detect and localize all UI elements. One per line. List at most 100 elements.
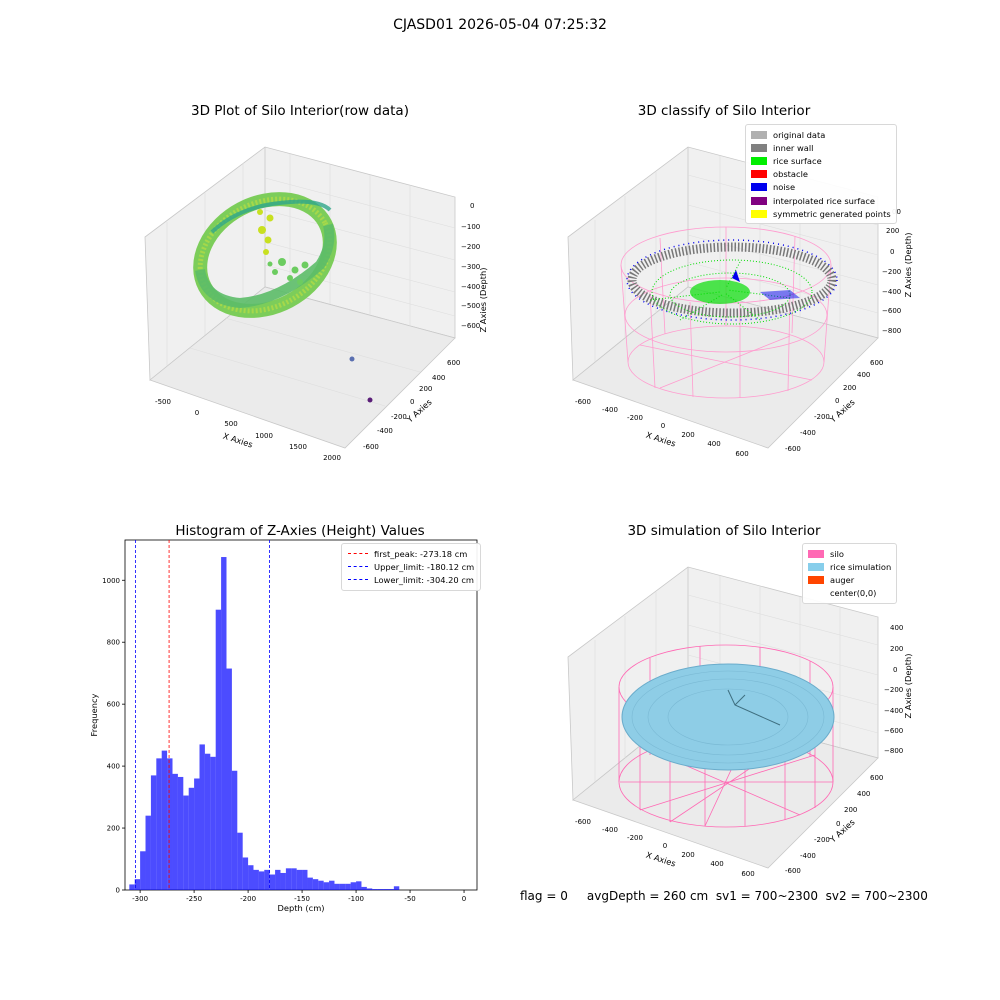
histogram-bar [242, 857, 249, 890]
histogram-bar [323, 882, 330, 890]
z-tick: −500 [461, 302, 480, 310]
legend-swatch [808, 549, 824, 558]
histogram-bar [210, 756, 216, 890]
histogram-bar [269, 874, 276, 890]
z-tick: 0 [890, 248, 894, 256]
x-tick-label: -200 [240, 895, 256, 903]
y-tick: -200 [391, 413, 407, 421]
x-tick: 0 [195, 409, 199, 417]
legend-item: rice surface [751, 154, 891, 167]
y-tick: 600 [870, 774, 883, 782]
z-tick: 0 [893, 666, 897, 674]
y-tick: -400 [377, 427, 393, 435]
simulation-z-axis: 400 200 0 −200 −400 −600 −800 Z Axies (D… [884, 624, 913, 755]
x-tick: -200 [627, 414, 643, 422]
x-axis-label: X Axies [645, 850, 677, 869]
legend-label: auger [830, 574, 855, 585]
legend-item: Lower_limit: -304.20 cm [348, 573, 474, 586]
legend-item: interpolated rice surface [751, 194, 891, 207]
histogram-bar [329, 880, 335, 890]
histogram-bar [167, 758, 173, 890]
x-tick: 600 [741, 870, 754, 878]
x-tick: 400 [710, 860, 723, 868]
histogram-bar [285, 868, 292, 890]
z-tick: 200 [886, 227, 899, 235]
histogram-bar [264, 869, 270, 890]
legend-swatch [751, 209, 767, 218]
z-tick: −400 [882, 288, 901, 296]
z-axis-label: Z Axies (Depth) [903, 232, 913, 297]
z-tick: 400 [890, 624, 903, 632]
histogram-bar [334, 883, 340, 890]
legend-label: first_peak: -273.18 cm [374, 548, 468, 559]
x-tick: -400 [602, 826, 618, 834]
y-tick-label: 0 [116, 887, 120, 895]
histogram-legend: first_peak: -273.18 cm Upper_limit: -180… [341, 543, 482, 591]
x-tick-label: -250 [186, 895, 202, 903]
legend-label: rice simulation [830, 561, 892, 572]
x-tick: 1500 [289, 443, 307, 451]
legend-swatch [808, 575, 824, 584]
histogram-bar [129, 884, 135, 890]
histogram-bar [177, 776, 184, 890]
y-axis-label: Y Axies [827, 817, 857, 845]
histogram-bar [231, 770, 238, 890]
legend-swatch [751, 130, 767, 139]
y-tick: -600 [785, 867, 801, 875]
x-tick-label: -150 [294, 895, 310, 903]
histogram-bar [221, 557, 227, 890]
z-tick: −200 [461, 243, 480, 251]
legend-item: first_peak: -273.18 cm [348, 547, 474, 560]
simulation-rice-surface [621, 663, 835, 771]
legend-label: inner wall [773, 142, 814, 153]
histogram-bar [302, 869, 308, 890]
legend-item: center(0,0) [808, 587, 891, 600]
raw-grid [166, 154, 456, 407]
y-tick: 0 [835, 397, 839, 405]
legend-label: Lower_limit: -304.20 cm [374, 574, 474, 585]
z-tick: −200 [884, 686, 903, 694]
histogram-bar [372, 889, 378, 890]
y-tick: 600 [447, 359, 460, 367]
y-tick-label: 1000 [102, 577, 120, 585]
histogram-bar [226, 668, 232, 890]
y-tick: 400 [857, 371, 870, 379]
legend-line [348, 566, 368, 568]
legend-item: symmetric generated points [751, 207, 891, 220]
z-tick: −400 [461, 283, 480, 291]
figure-title: CJASD01 2026-05-04 07:25:32 [393, 17, 607, 33]
histogram-bar [275, 869, 281, 890]
y-tick: 200 [419, 385, 432, 393]
legend-label: interpolated rice surface [773, 195, 876, 206]
x-tick: -600 [575, 818, 591, 826]
histogram-bar [140, 851, 146, 890]
histogram-bar [156, 758, 162, 890]
y-tick: -600 [785, 445, 801, 453]
classify-legend: original data inner wall rice surface ob… [745, 124, 897, 225]
legend-swatch [751, 170, 767, 179]
simulation-legend: silo rice simulation auger center(0,0) [802, 543, 898, 604]
raw-point-cloud [193, 192, 373, 403]
histogram-bar [388, 889, 394, 890]
x-tick: 0 [661, 422, 665, 430]
y-tick: 200 [844, 806, 857, 814]
z-tick: −600 [884, 727, 903, 735]
legend-swatch [751, 156, 767, 165]
histogram-x-label: Depth (cm) [277, 903, 324, 913]
legend-swatch [808, 562, 824, 571]
x-tick: 200 [681, 431, 694, 439]
legend-label: symmetric generated points [773, 208, 891, 219]
histogram-bar [237, 832, 243, 890]
histogram-bar [134, 879, 141, 890]
classify-points [626, 239, 838, 325]
histogram-bar [345, 883, 351, 890]
y-tick: 0 [410, 398, 414, 406]
legend-swatch [751, 183, 767, 192]
z-axis-label: Z Axies (Depth) [478, 267, 488, 332]
x-tick: 400 [707, 440, 720, 448]
legend-item: silo [808, 547, 891, 560]
legend-item: auger [808, 573, 891, 586]
legend-label: rice surface [773, 155, 822, 166]
z-tick: 0 [470, 202, 474, 210]
